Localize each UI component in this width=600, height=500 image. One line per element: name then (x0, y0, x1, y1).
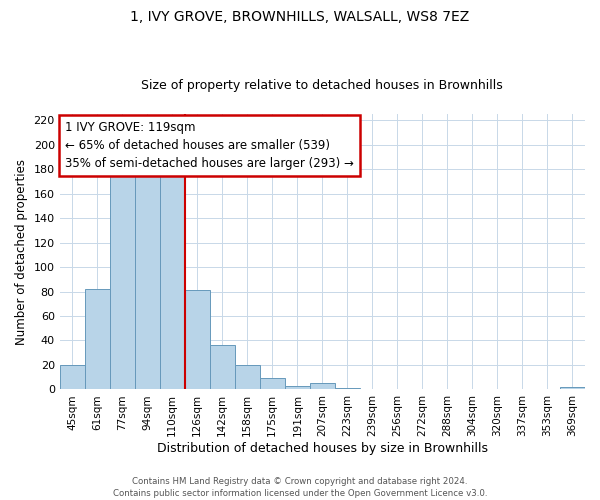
Bar (85, 289, 110, 390)
Text: 1 IVY GROVE: 119sqm
← 65% of detached houses are smaller (539)
35% of semi-detac: 1 IVY GROVE: 119sqm ← 65% of detached ho… (65, 121, 354, 170)
Bar (560, 387, 585, 390)
Bar (335, 388, 360, 390)
Text: 1, IVY GROVE, BROWNHILLS, WALSALL, WS8 7EZ: 1, IVY GROVE, BROWNHILLS, WALSALL, WS8 7… (130, 10, 470, 24)
Bar (160, 173, 185, 390)
Bar (285, 386, 310, 390)
Bar (310, 384, 335, 390)
Bar (185, 290, 210, 390)
Text: Contains HM Land Registry data © Crown copyright and database right 2024.
Contai: Contains HM Land Registry data © Crown c… (113, 476, 487, 498)
Bar (260, 378, 285, 390)
Bar (235, 365, 260, 390)
Bar (210, 346, 235, 390)
Bar (59, 365, 85, 390)
Bar (135, 169, 160, 390)
Y-axis label: Number of detached properties: Number of detached properties (15, 158, 28, 344)
X-axis label: Distribution of detached houses by size in Brownhills: Distribution of detached houses by size … (157, 442, 488, 455)
Title: Size of property relative to detached houses in Brownhills: Size of property relative to detached ho… (142, 79, 503, 92)
Bar (110, 170, 135, 390)
